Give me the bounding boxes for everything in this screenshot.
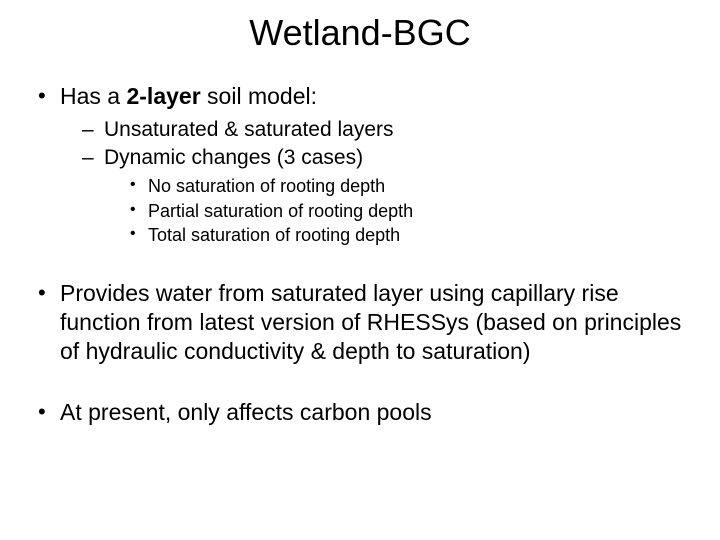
subsubbullet-total-saturation: Total saturation of rooting depth xyxy=(130,224,690,247)
bullet-list-level2: Unsaturated & saturated layers Dynamic c… xyxy=(60,117,690,248)
slide-title: Wetland-BGC xyxy=(30,12,690,54)
bullet-list-level1: Has a 2-layer soil model: Unsaturated & … xyxy=(30,82,690,426)
bullet-capillary: Provides water from saturated layer usin… xyxy=(38,279,690,365)
subsubbullet-no-saturation: No saturation of rooting depth xyxy=(130,175,690,198)
subbullet-dynamic: Dynamic changes (3 cases) No saturation … xyxy=(82,145,690,247)
bullet-text-pre: Has a xyxy=(60,83,126,109)
subsubbullet-partial-saturation: Partial saturation of rooting depth xyxy=(130,200,690,223)
bullet-text-bold: 2-layer xyxy=(126,83,200,109)
subbullet-dynamic-text: Dynamic changes (3 cases) xyxy=(104,146,363,169)
bullet-carbon-pools: At present, only affects carbon pools xyxy=(38,398,690,427)
bullet-soil-model: Has a 2-layer soil model: Unsaturated & … xyxy=(38,82,690,247)
bullet-list-level3: No saturation of rooting depth Partial s… xyxy=(104,175,690,247)
subbullet-unsaturated: Unsaturated & saturated layers xyxy=(82,117,690,143)
bullet-text-post: soil model: xyxy=(201,83,317,109)
